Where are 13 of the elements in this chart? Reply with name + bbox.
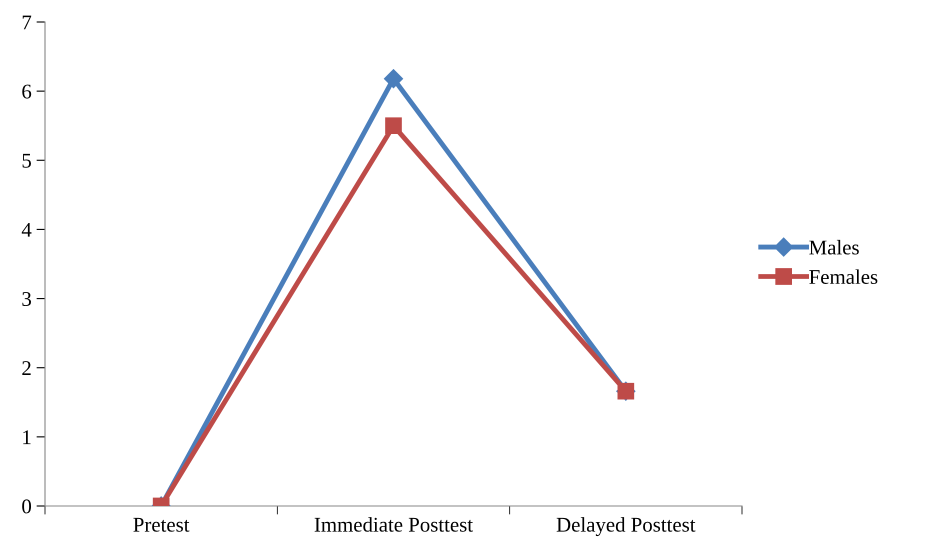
y-tick-label: 3 <box>22 292 31 306</box>
x-tick-label: Pretest <box>133 518 190 532</box>
y-tick-label: 1 <box>23 430 31 444</box>
x-tick-label: Immediate Posttest <box>314 517 473 532</box>
y-tick-label: 5 <box>22 154 31 168</box>
y-tick-label: 2 <box>22 361 31 375</box>
y-tick-label: 7 <box>22 16 32 30</box>
x-tick-label: Delayed Posttest <box>556 517 696 536</box>
y-tick-label: 4 <box>22 222 32 237</box>
y-tick-label: 6 <box>22 84 32 99</box>
legend-label: Males <box>809 240 859 255</box>
y-tick-label: 0 <box>22 499 32 514</box>
legend-label: Females <box>809 269 878 284</box>
